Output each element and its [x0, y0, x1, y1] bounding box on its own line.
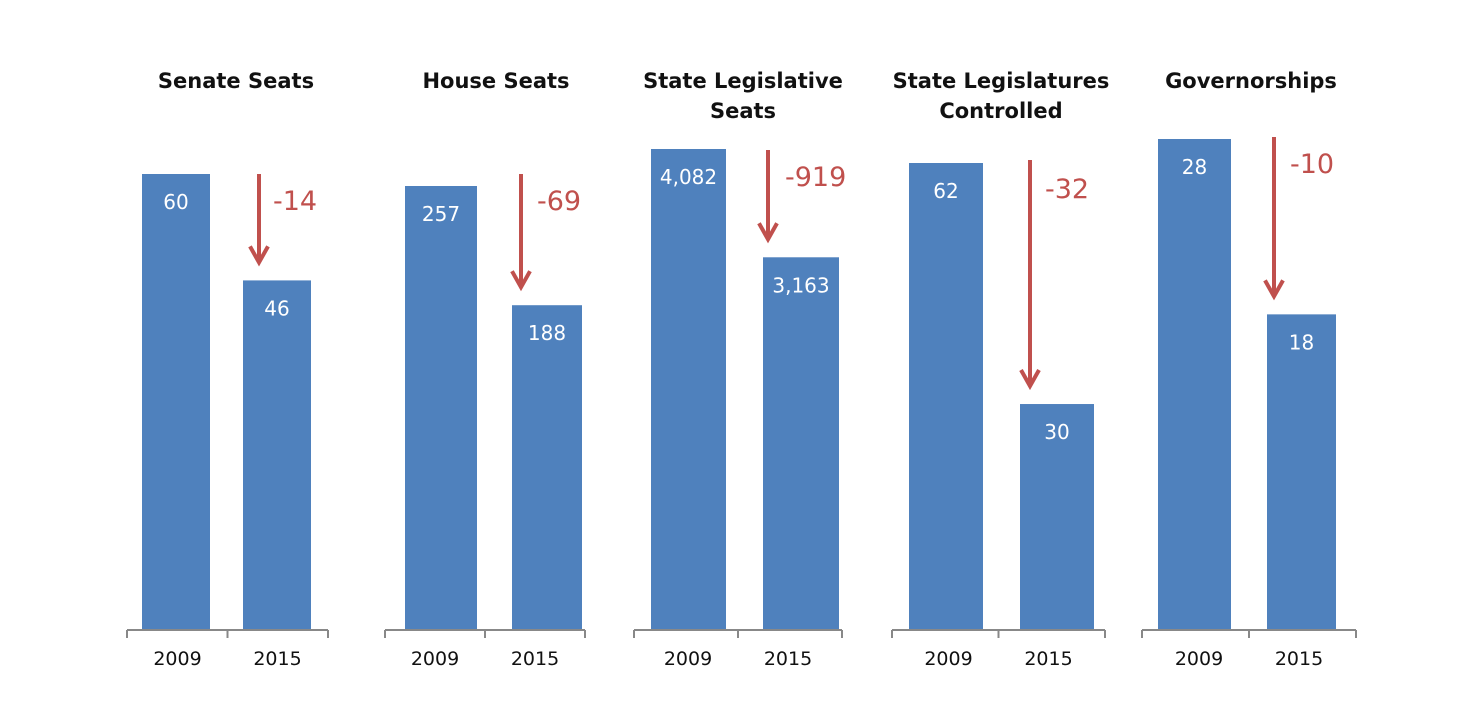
- value-label: 46: [264, 296, 289, 320]
- change-arrow-head-icon: [757, 222, 779, 244]
- bar-2009: [651, 149, 726, 630]
- bar-2015: [763, 257, 839, 630]
- bar-2015: [1267, 314, 1336, 630]
- x-tick-label: 2015: [1024, 648, 1072, 670]
- value-label: 3,163: [772, 273, 829, 297]
- panel-3: State Legislative Seats 4,082 2009 3,163 2015…: [633, 69, 846, 670]
- x-tick-label: 2009: [411, 648, 459, 670]
- x-tick-label: 2015: [511, 648, 559, 670]
- x-tick-label: 2009: [924, 648, 972, 670]
- bar-2015: [512, 305, 582, 630]
- bar-2009: [1158, 139, 1231, 630]
- panel-title: Seats: [710, 99, 776, 123]
- bar-2009: [142, 174, 210, 630]
- x-tick-label: 2009: [664, 648, 712, 670]
- panel-4: State Legislatures Controlled 62 2009 30 2015…: [891, 69, 1110, 670]
- panel-title: House Seats: [422, 69, 569, 93]
- change-label: -69: [537, 186, 581, 217]
- panel-title: Governorships: [1165, 69, 1337, 93]
- change-label: -10: [1290, 149, 1334, 180]
- x-tick-label: 2009: [153, 648, 201, 670]
- change-arrow-head-icon: [510, 270, 532, 292]
- bar-2015: [1020, 404, 1094, 630]
- bar-2009: [405, 186, 477, 630]
- panel-title: State Legislatures: [893, 69, 1110, 93]
- x-tick-label: 2015: [253, 648, 301, 670]
- x-tick-label: 2009: [1175, 648, 1223, 670]
- x-tick-label: 2015: [764, 648, 812, 670]
- value-label: 30: [1044, 420, 1069, 444]
- panel-2: House Seats 257 2009 188 2015 -69: [384, 69, 586, 670]
- change-arrow-head-icon: [1019, 369, 1041, 391]
- bar-2009: [909, 163, 983, 630]
- value-label: 28: [1182, 155, 1207, 179]
- panel-title: Controlled: [939, 99, 1062, 123]
- panel-5: Governorships 28 2009 18 2015 -10: [1141, 69, 1357, 670]
- panel-title: Senate Seats: [158, 69, 314, 93]
- panel-1: Senate Seats 60 2009 46 2015 -14: [126, 69, 329, 670]
- value-label: 4,082: [660, 165, 717, 189]
- change-arrow-head-icon: [248, 245, 270, 267]
- x-tick-label: 2015: [1275, 648, 1323, 670]
- change-arrow-head-icon: [1263, 279, 1285, 301]
- value-label: 18: [1289, 330, 1314, 354]
- value-label: 62: [933, 179, 958, 203]
- value-label: 257: [422, 202, 460, 226]
- change-label: -919: [785, 162, 846, 193]
- panel-title: State Legislative: [643, 69, 843, 93]
- change-label: -14: [273, 186, 317, 217]
- value-label: 188: [528, 321, 566, 345]
- value-label: 60: [163, 190, 188, 214]
- change-label: -32: [1045, 174, 1089, 205]
- bar-2015: [243, 280, 311, 630]
